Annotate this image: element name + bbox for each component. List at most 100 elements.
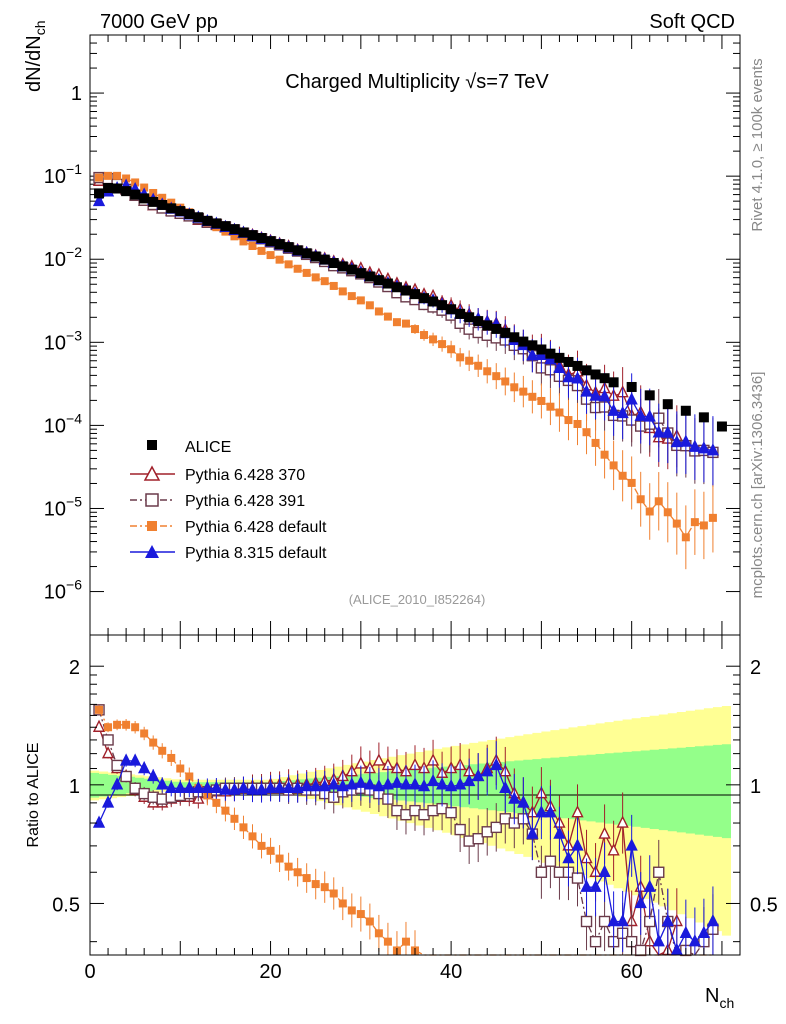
main-panel: 10−6 10−5 10−4 10−3 10−2 10−1 1 Charged Multip…: [23, 21, 741, 636]
data-point: [654, 497, 663, 506]
ratio-point: [120, 770, 132, 783]
alice-data-point: [554, 352, 565, 363]
ratio-point: [490, 757, 503, 771]
ratio-point: [688, 934, 701, 947]
mcplots-label: mcplots.cern.ch [arXiv:1306.3436]: [749, 372, 766, 599]
alice-data-point: [391, 282, 402, 293]
ratio-point: [435, 777, 449, 790]
ratio-point: [589, 879, 602, 892]
ratio-point: [101, 795, 115, 808]
data-point: [465, 356, 474, 365]
data-point: [365, 301, 374, 310]
ratio-point: [293, 868, 302, 877]
data-point: [652, 425, 665, 438]
ratio-point: [634, 895, 647, 909]
ratio-point: [390, 775, 404, 788]
ratio-point: [122, 720, 131, 729]
legend-label-370: Pythia 6.428 370: [185, 467, 305, 484]
data-point: [284, 260, 293, 269]
ratio-point: [255, 782, 268, 795]
data-point: [634, 408, 647, 421]
alice-data-point: [94, 188, 105, 199]
ratio-point: [230, 814, 239, 823]
alice-data-point: [337, 261, 348, 272]
alice-data-point: [157, 199, 168, 210]
data-point: [609, 461, 618, 470]
rivet-label: Rivet 4.1.0, ≥ 100k events: [749, 58, 766, 231]
ratio-point: [445, 806, 457, 819]
ratio-point: [544, 805, 557, 818]
ratio-point: [454, 823, 466, 836]
data-point: [239, 237, 248, 246]
data-point: [329, 281, 338, 290]
legend-marker-370: [143, 465, 161, 481]
data-point: [688, 439, 701, 452]
ratio-point: [383, 937, 392, 946]
x-tick-label: 0: [84, 961, 95, 983]
data-point: [230, 232, 239, 241]
ratio-point: [679, 925, 692, 939]
data-point: [401, 319, 410, 328]
data-point: [483, 367, 492, 376]
analysis-tag: (ALICE_2010_I852264): [349, 592, 486, 607]
ratio-point: [653, 866, 665, 878]
alice-data-point: [355, 268, 366, 279]
ratio-point: [544, 855, 557, 867]
ratio-point: [401, 937, 410, 946]
alice-data-point: [400, 285, 411, 296]
data-point: [690, 518, 699, 527]
ratio-point: [625, 838, 638, 851]
x-axis-ticks: 0 20 40 60: [84, 635, 741, 983]
y-axis-label: dN/dNch: [23, 21, 48, 93]
ratio-point: [363, 777, 376, 790]
data-point: [627, 478, 636, 487]
data-point: [625, 392, 638, 405]
ratio-point: [119, 753, 133, 766]
data-point: [447, 345, 456, 354]
alice-data-point: [121, 186, 132, 197]
ratio-tick-label-right: 1: [750, 776, 761, 798]
ratio-point: [372, 778, 386, 792]
alice-data-point: [608, 377, 619, 388]
ratio-point: [356, 910, 365, 919]
ratio-point: [571, 872, 584, 884]
data-point: [492, 372, 501, 381]
alice-data-point: [599, 373, 610, 384]
ratio-point: [104, 723, 113, 732]
data-point: [122, 174, 131, 183]
ratio-point: [156, 777, 169, 790]
alice-data-point: [256, 233, 267, 244]
data-point: [661, 425, 674, 438]
ratio-point: [284, 862, 293, 871]
ratio-point: [92, 719, 106, 732]
alice-data-point: [545, 348, 556, 359]
alice-data-point: [328, 258, 339, 269]
y-tick-label: 10−5: [44, 493, 82, 520]
alice-data-point: [130, 189, 141, 200]
data-point: [411, 325, 419, 334]
data-point: [95, 173, 104, 182]
alice-data-point: [455, 308, 466, 319]
ratio-point: [237, 780, 250, 793]
data-point: [546, 402, 555, 411]
alice-data-point: [148, 196, 159, 207]
ratio-point: [481, 764, 494, 777]
ratio-point: [670, 942, 683, 956]
data-point: [580, 384, 593, 397]
alice-data-point: [473, 316, 484, 327]
alice-data-point: [301, 248, 312, 259]
ratio-point: [329, 889, 338, 898]
data-point: [266, 251, 275, 260]
data-point: [681, 533, 690, 542]
data-point: [526, 348, 539, 361]
ratio-point: [246, 782, 259, 795]
data-point: [275, 255, 284, 264]
data-point: [92, 193, 106, 207]
alice-data-point: [229, 224, 240, 235]
alice-data-point: [581, 365, 592, 376]
alice-data-point: [446, 304, 457, 315]
ratio-point: [300, 778, 313, 792]
ratio-tick-label: 0.5: [52, 894, 80, 916]
data-point: [706, 443, 720, 456]
data-point: [571, 371, 584, 384]
